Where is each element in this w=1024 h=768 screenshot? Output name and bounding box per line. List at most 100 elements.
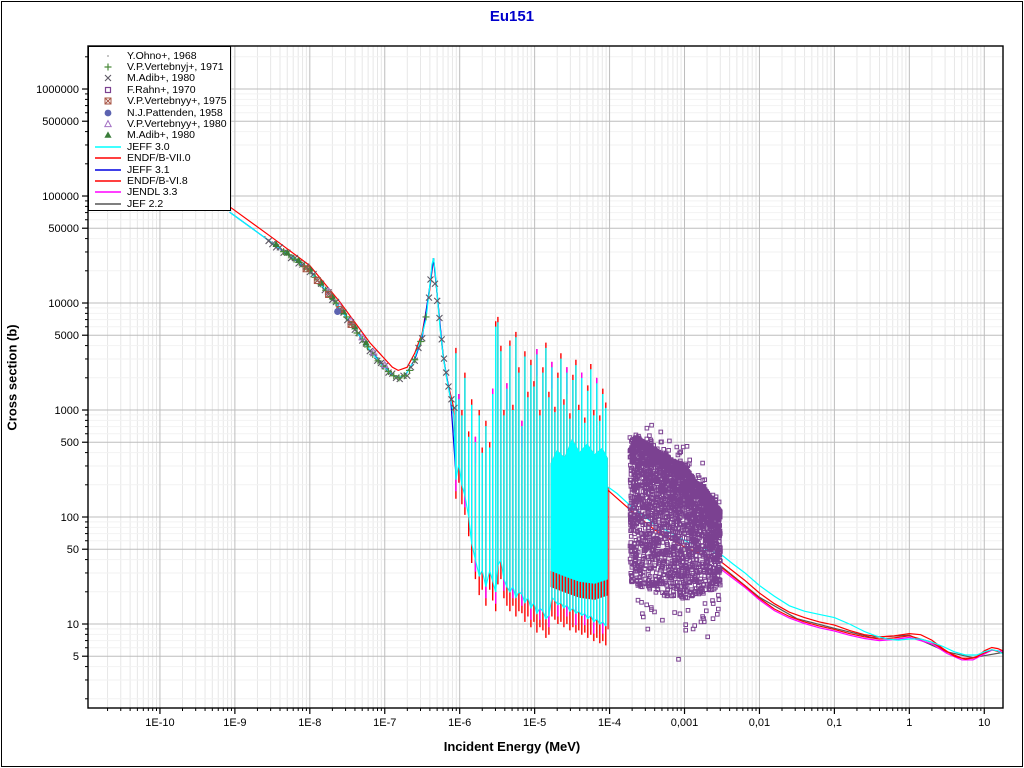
series-jef-2-2: [720, 565, 1004, 659]
ftri-marker: [272, 240, 280, 247]
dot-marker: [316, 277, 319, 280]
legend-label: ENDF/B-VII.0: [127, 152, 191, 165]
legend-item: M.Adib+, 1980: [93, 72, 230, 85]
y-axis-title: Cross section (b): [4, 324, 20, 431]
otri-marker: [380, 360, 389, 369]
boxx-marker: [313, 277, 321, 284]
plot-border: [87, 45, 1004, 709]
cross-marker: [433, 297, 441, 305]
plus-marker: [400, 372, 408, 380]
ftri-marker: [294, 256, 303, 264]
legend-item: ENDF/B-VI.8: [93, 175, 230, 187]
legend-item: ENDF/B-VII.0: [93, 152, 230, 165]
y-tick-label: 5: [73, 651, 79, 663]
legend-item: N.J.Pattenden, 1958: [93, 106, 230, 119]
y-tick-label: 100: [61, 512, 79, 524]
x-tick-label: 0,1: [827, 717, 842, 729]
legend-line-swatch: [95, 146, 121, 148]
plus-marker: [290, 255, 298, 263]
legend-line-swatch: [95, 180, 121, 182]
cross-marker: [451, 404, 458, 412]
y-tick-label: 1000: [55, 405, 79, 417]
legend-line-swatch: [95, 168, 121, 171]
x-tick-label: 1E-7: [373, 717, 396, 729]
legend-item: F.Rahn+, 1970: [93, 84, 230, 96]
series-endf-b-vi-8: [720, 566, 1004, 659]
cross-marker: [431, 280, 439, 288]
y-tick-label: 1000000: [36, 84, 79, 96]
boxx-marker: [104, 97, 112, 105]
legend-boxx-icon: [104, 97, 112, 105]
legend-item: JENDL 3.3: [93, 186, 230, 198]
cross-marker: [425, 294, 433, 302]
legend-ftri-icon: [104, 131, 112, 139]
dot-marker: [290, 255, 292, 257]
plus-marker: [374, 357, 382, 365]
otri-marker: [103, 119, 113, 128]
fcircle-marker: [104, 109, 112, 117]
legend-label: M.Adib+, 1980: [127, 72, 196, 85]
boxx-marker: [313, 277, 321, 285]
x-tick-label: 1E-4: [598, 717, 621, 729]
ftri-marker: [362, 338, 370, 346]
dataset-rahn-cloud: [627, 422, 723, 662]
legend-dot-icon: [107, 54, 109, 57]
series-jendl-3-3: [720, 568, 1004, 661]
x-tick-label: 0,01: [749, 717, 770, 729]
legend: Y.Ohno+, 1968 V.P.Vertebnyj+, 1971 M.Adib+…: [88, 46, 231, 211]
legend-line-swatch: [95, 191, 121, 194]
page-title: Eu151: [489, 8, 535, 25]
dataset-m-adib-1980-x: [265, 237, 458, 412]
cross-marker: [448, 395, 455, 403]
plus-marker: [343, 313, 351, 321]
legend-label: N.J.Pattenden, 1958: [127, 106, 223, 119]
legend-label: Y.Ohno+, 1968: [127, 49, 197, 62]
boxx-marker: [325, 291, 332, 298]
ftri-marker: [104, 131, 112, 139]
legend-item: JEF 2.2: [93, 197, 230, 210]
legend-label: V.P.Vertebnyj+, 1971: [127, 61, 224, 74]
resonance-spikes: [455, 322, 607, 627]
resonance-baseline: [455, 463, 607, 627]
y-tick-label: 500000: [42, 116, 79, 128]
legend-item: JEFF 3.1: [93, 164, 230, 176]
y-tick-label: 500: [61, 437, 79, 449]
y-tick-label: 50000: [48, 223, 79, 235]
x-tick-label: 0,001: [671, 717, 699, 729]
legend-item: M.Adib+, 1980: [93, 129, 230, 141]
x-tick-label: 10: [978, 717, 990, 729]
dot-marker: [271, 241, 274, 243]
dataset-n-j-pattenden-1958: [334, 308, 341, 315]
legend-item: JEFF 3.0: [93, 141, 230, 153]
plus-marker: [417, 338, 425, 346]
legend-label: JEF 2.2: [127, 197, 164, 210]
plus-marker: [422, 313, 430, 321]
cross-marker: [445, 383, 452, 390]
otri-marker: [369, 347, 378, 356]
cross-marker: [440, 355, 448, 363]
fcircle-marker: [334, 308, 341, 315]
legend-item: V.P.Vertebnyj+, 1971: [93, 61, 230, 74]
otri-marker: [358, 332, 367, 341]
series-jeff-3-0-backbone: [229, 211, 457, 475]
legend-item: V.P.Vertebnyy+, 1980: [93, 118, 230, 131]
boxx-marker: [302, 265, 310, 273]
cross-marker: [438, 336, 446, 343]
legend-line-swatch: [95, 202, 121, 205]
x-axis-title: Incident Energy (MeV): [443, 739, 581, 754]
plus-marker: [353, 329, 361, 337]
legend-label: V.P.Vertebnyy+, 1980: [127, 118, 227, 131]
x-tick-label: 1E-9: [223, 717, 246, 729]
cross-marker: [442, 369, 450, 376]
legend-label: V.P.Vertebnyy+, 1975: [127, 95, 227, 108]
x-tick-label: 1E-5: [523, 717, 546, 729]
legend-label: ENDF/B-VI.8: [127, 175, 188, 187]
boxx-marker: [347, 321, 355, 328]
legend-fcircle-icon: [104, 109, 112, 117]
plus-marker: [405, 366, 413, 374]
cross-marker: [415, 344, 422, 352]
dot-marker: [267, 239, 270, 241]
legend-line-swatch: [95, 157, 121, 160]
